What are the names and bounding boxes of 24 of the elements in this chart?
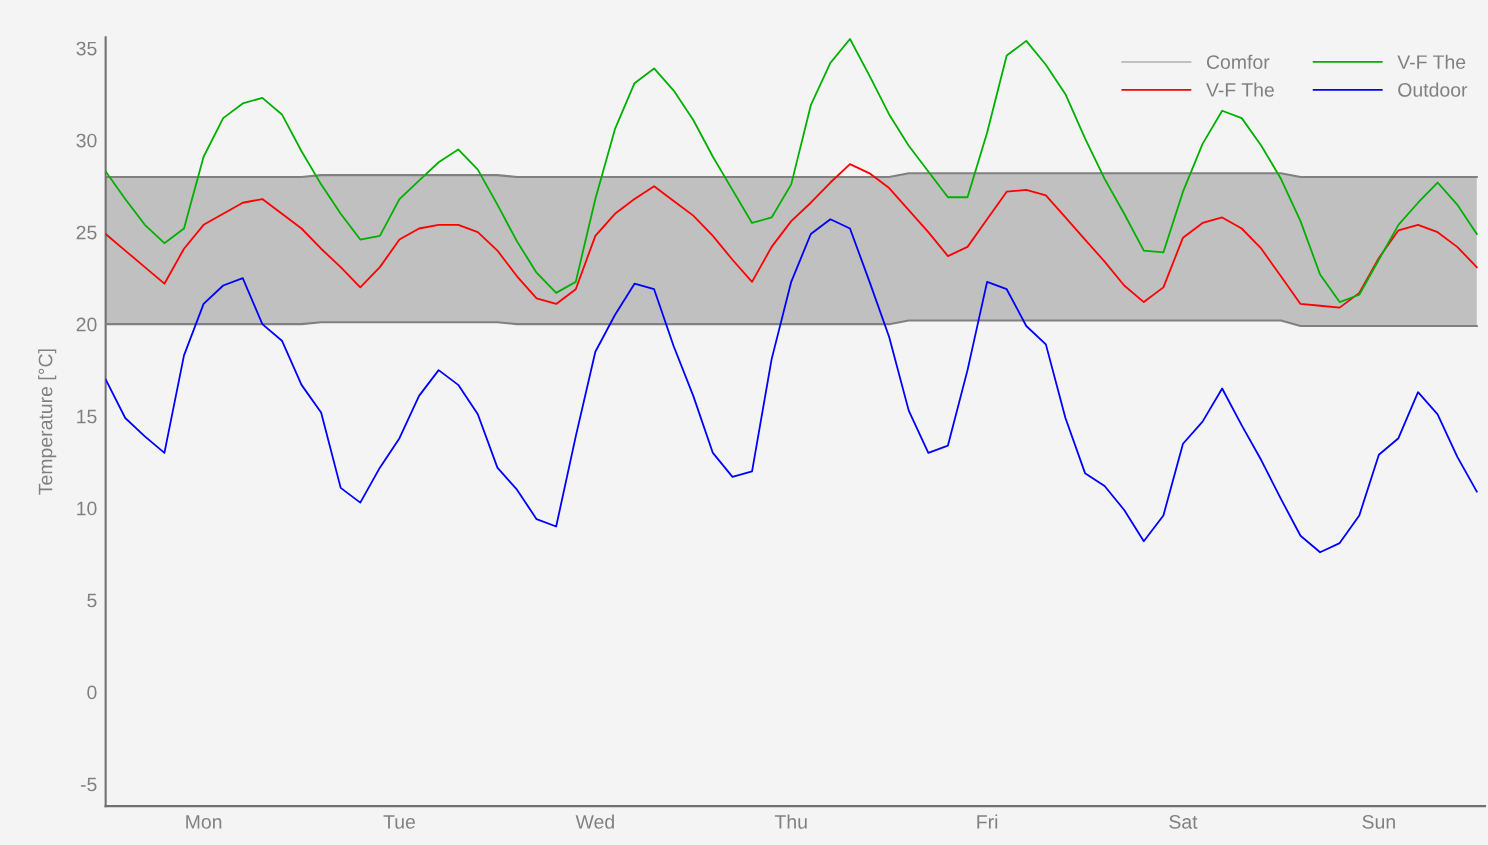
- x-tick-label: Mon: [186, 815, 222, 829]
- legend-label: V-F The: [1206, 82, 1274, 97]
- y-tick-label: 5: [87, 593, 97, 608]
- legend-label: Outdoor: [1398, 82, 1468, 97]
- line-series: [105, 218, 1478, 554]
- y-tick-label: 15: [77, 409, 97, 424]
- x-tick-label: Sat: [1169, 814, 1198, 829]
- legend-label: Comfor: [1206, 54, 1270, 69]
- x-tick-label: Sun: [1362, 814, 1395, 829]
- y-tick-label: 35: [76, 41, 97, 56]
- y-tick-label: 20: [76, 317, 97, 332]
- x-tick-label: Tue: [383, 815, 415, 829]
- y-tick-label: 30: [76, 133, 97, 148]
- y-tick-label: 0: [87, 685, 97, 700]
- x-tick-label: Thu: [774, 814, 807, 829]
- y-tick-label: 25: [76, 225, 97, 240]
- y-tick-label: 10: [77, 501, 97, 516]
- x-tick-label: Wed: [575, 814, 614, 829]
- y-tick-label: -5: [80, 777, 97, 792]
- legend-label: V-F The: [1397, 54, 1466, 69]
- line-series: [105, 163, 1478, 309]
- line-series: [105, 38, 1478, 303]
- x-tick-label: Fri: [977, 814, 998, 829]
- y-axis-title: Temperature [°C]: [38, 349, 57, 495]
